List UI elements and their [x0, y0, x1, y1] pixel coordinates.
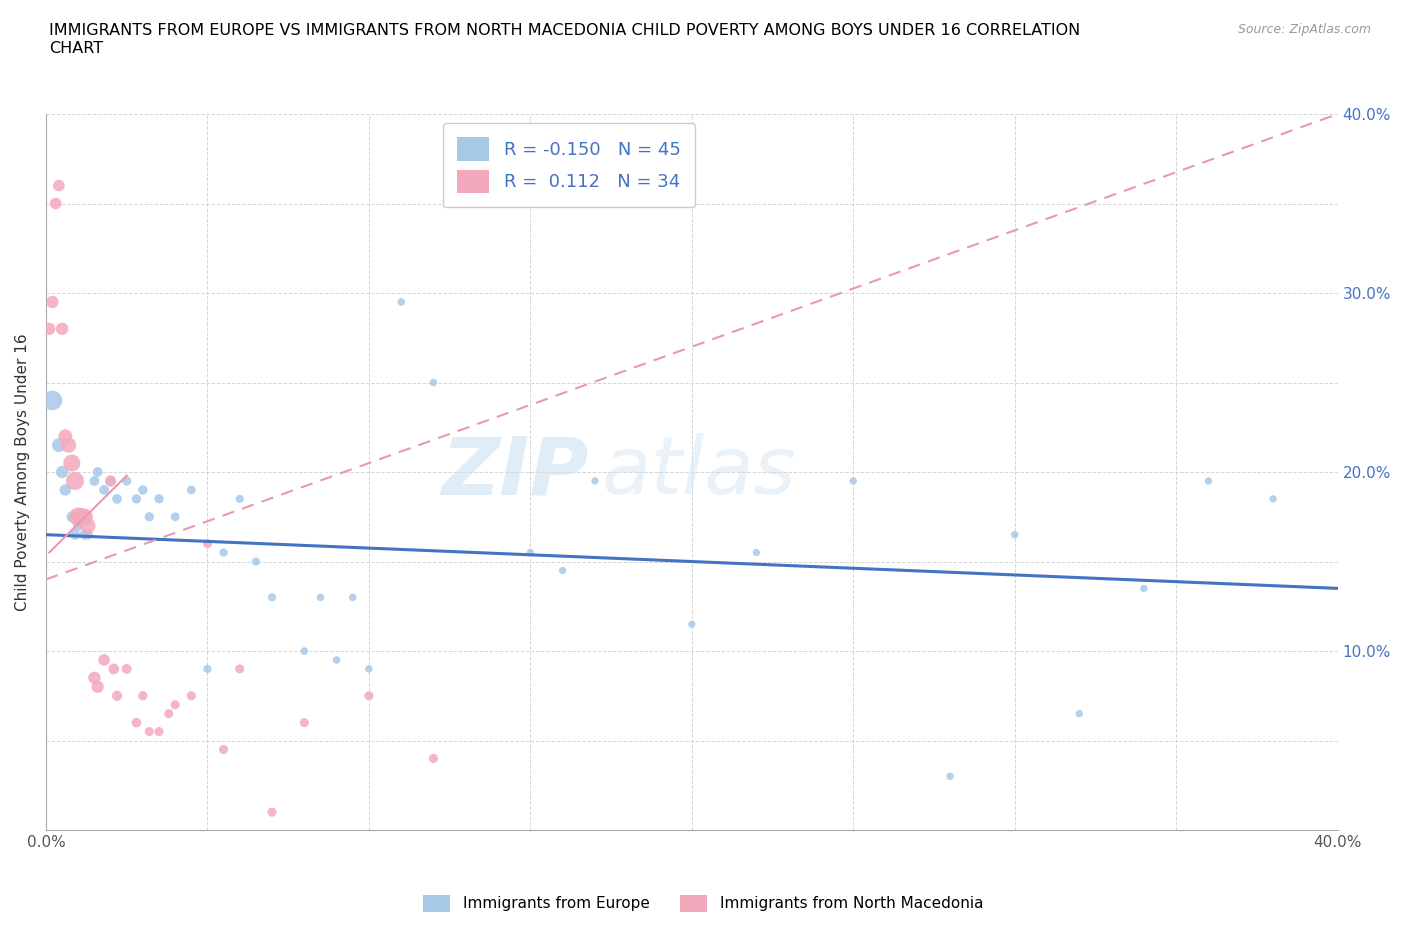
Point — [228, 491, 250, 506]
Point — [148, 491, 170, 506]
Point — [212, 545, 235, 560]
Point — [48, 438, 70, 453]
Point — [67, 510, 90, 525]
Point — [148, 724, 170, 739]
Point — [51, 465, 73, 480]
Point — [93, 653, 115, 668]
Point — [67, 518, 90, 533]
Point — [48, 179, 70, 193]
Point — [422, 751, 444, 766]
Point — [325, 653, 347, 668]
Point — [551, 563, 574, 578]
Point — [73, 510, 96, 525]
Point — [103, 661, 125, 676]
Point — [309, 590, 332, 604]
Point — [939, 769, 962, 784]
Point — [105, 491, 128, 506]
Point — [41, 295, 63, 310]
Text: Source: ZipAtlas.com: Source: ZipAtlas.com — [1237, 23, 1371, 36]
Point — [125, 715, 148, 730]
Point — [138, 724, 160, 739]
Point — [77, 527, 100, 542]
Point — [157, 706, 180, 721]
Point — [86, 465, 108, 480]
Point — [197, 661, 219, 676]
Point — [70, 510, 93, 525]
Point — [681, 617, 703, 631]
Text: ZIP: ZIP — [441, 433, 589, 511]
Point — [53, 429, 76, 444]
Point — [138, 510, 160, 525]
Point — [260, 804, 283, 819]
Text: atlas: atlas — [602, 433, 796, 511]
Point — [63, 527, 86, 542]
Point — [842, 473, 865, 488]
Point — [197, 537, 219, 551]
Point — [115, 473, 138, 488]
Point — [292, 715, 315, 730]
Point — [53, 483, 76, 498]
Point — [51, 322, 73, 337]
Point — [583, 473, 606, 488]
Point — [342, 590, 364, 604]
Point — [260, 590, 283, 604]
Point — [73, 527, 96, 542]
Point — [60, 456, 83, 471]
Point — [1004, 527, 1026, 542]
Point — [180, 688, 202, 703]
Point — [745, 545, 768, 560]
Point — [389, 295, 412, 310]
Point — [132, 688, 155, 703]
Point — [60, 510, 83, 525]
Point — [228, 661, 250, 676]
Point — [1198, 473, 1220, 488]
Point — [115, 661, 138, 676]
Point — [45, 196, 67, 211]
Point — [41, 393, 63, 408]
Point — [105, 688, 128, 703]
Point — [292, 644, 315, 658]
Point — [357, 688, 380, 703]
Point — [125, 491, 148, 506]
Point — [1261, 491, 1284, 506]
Point — [132, 483, 155, 498]
Point — [38, 322, 60, 337]
Y-axis label: Child Poverty Among Boys Under 16: Child Poverty Among Boys Under 16 — [15, 333, 30, 611]
Legend: R = -0.150   N = 45, R =  0.112   N = 34: R = -0.150 N = 45, R = 0.112 N = 34 — [443, 123, 695, 207]
Point — [86, 680, 108, 695]
Point — [1133, 581, 1156, 596]
Legend: Immigrants from Europe, Immigrants from North Macedonia: Immigrants from Europe, Immigrants from … — [416, 889, 990, 918]
Point — [180, 483, 202, 498]
Point — [93, 483, 115, 498]
Point — [165, 510, 187, 525]
Point — [83, 671, 105, 685]
Point — [63, 473, 86, 488]
Point — [165, 698, 187, 712]
Point — [100, 473, 122, 488]
Point — [100, 473, 122, 488]
Point — [83, 473, 105, 488]
Point — [357, 661, 380, 676]
Point — [77, 518, 100, 533]
Point — [519, 545, 541, 560]
Point — [212, 742, 235, 757]
Text: IMMIGRANTS FROM EUROPE VS IMMIGRANTS FROM NORTH MACEDONIA CHILD POVERTY AMONG BO: IMMIGRANTS FROM EUROPE VS IMMIGRANTS FRO… — [49, 23, 1080, 56]
Point — [245, 554, 267, 569]
Point — [422, 375, 444, 390]
Point — [58, 438, 80, 453]
Point — [1069, 706, 1091, 721]
